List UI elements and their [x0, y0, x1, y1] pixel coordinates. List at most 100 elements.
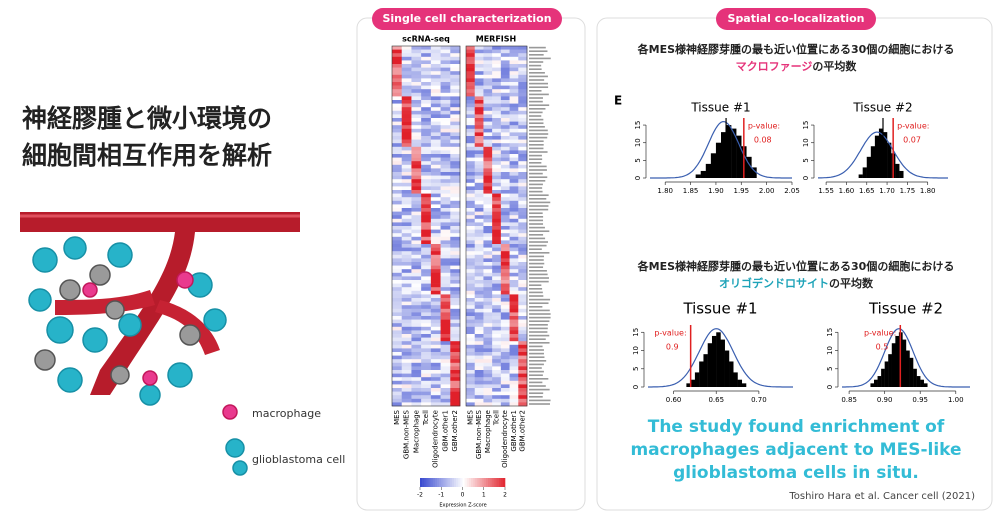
- heatmap-cell: [440, 71, 451, 76]
- heatmap-cell: [466, 193, 476, 198]
- heatmap-cell: [474, 402, 484, 407]
- heatmap-cell: [440, 211, 451, 216]
- heatmap-cell: [440, 359, 451, 364]
- heatmap-cell: [492, 222, 502, 227]
- heatmap-cell: [509, 334, 519, 338]
- heatmap-cell: [411, 402, 422, 407]
- heatmap-cell: [474, 150, 484, 155]
- heatmap-cell: [492, 319, 502, 324]
- heatmap-cell: [474, 391, 484, 396]
- heatmap-cell: [440, 121, 451, 126]
- x-tick-label: 1.85: [683, 187, 699, 195]
- heatmap-cell: [518, 290, 528, 295]
- heatmap-cell: [518, 190, 528, 194]
- heatmap-cell: [466, 352, 476, 356]
- heatmap-cell: [509, 262, 519, 266]
- heatmap-cell: [421, 85, 432, 90]
- heatmap-cell: [401, 136, 412, 140]
- heatmap-cell: [430, 146, 441, 151]
- heatmap-cell: [430, 64, 441, 68]
- heatmap-cell: [474, 46, 484, 50]
- heatmap-cell: [421, 272, 432, 277]
- heatmap-cell: [474, 337, 484, 342]
- heatmap-cell: [401, 308, 412, 313]
- heatmap-cell: [483, 110, 493, 115]
- heatmap-cell: [411, 211, 422, 216]
- heatmap-cell: [392, 204, 403, 209]
- heatmap-cell: [440, 100, 451, 104]
- heatmap-cell: [421, 222, 432, 227]
- heatmap-cell: [392, 402, 403, 407]
- heatmap-cell: [500, 74, 510, 79]
- heatmap-cell: [421, 200, 432, 205]
- gene-label: [529, 309, 550, 312]
- heatmap-cell: [474, 136, 484, 140]
- heatmap-cell: [440, 150, 451, 155]
- heatmap-cell: [518, 118, 528, 122]
- gene-label: [529, 316, 551, 319]
- heatmap-cell: [430, 334, 441, 338]
- heatmap-cell: [411, 276, 422, 281]
- heatmap-cell: [483, 402, 493, 407]
- heatmap-cell: [492, 316, 502, 320]
- heatmap-cell: [518, 366, 528, 371]
- bar: [724, 350, 730, 387]
- heatmap-cell: [492, 341, 502, 346]
- heatmap-cell: [474, 172, 484, 176]
- heatmap-cell: [518, 362, 528, 367]
- colorbar-cell: [428, 478, 431, 487]
- heatmap-cell: [483, 96, 493, 101]
- heatmap-cell: [474, 82, 484, 86]
- heatmap-cell: [474, 298, 484, 302]
- gene-label: [529, 378, 549, 380]
- heatmap-cell: [401, 143, 412, 148]
- heatmap-cell: [421, 150, 432, 155]
- heatmap-cell: [466, 118, 476, 122]
- heatmap-cell: [500, 334, 510, 338]
- gene-label: [529, 291, 543, 294]
- heatmap-cell: [411, 128, 422, 133]
- heatmap-cell: [500, 294, 510, 299]
- heatmap-cell: [509, 265, 519, 270]
- pill: [372, 8, 562, 30]
- heatmap-cell: [440, 85, 451, 90]
- bar: [906, 350, 910, 387]
- heatmap-cell: [500, 121, 510, 126]
- heatmap-cell: [466, 103, 476, 108]
- heatmap-cell: [466, 78, 476, 83]
- heatmap-cell: [450, 301, 461, 306]
- heatmap-cell: [450, 388, 461, 392]
- highlight: マクロファージ: [736, 60, 813, 73]
- heatmap-cell: [430, 175, 441, 180]
- heatmap-cell: [421, 136, 432, 140]
- heatmap-cell: [440, 46, 451, 50]
- heatmap-cell: [466, 211, 476, 216]
- heatmap-cell: [492, 229, 502, 234]
- gene-label: [529, 212, 543, 215]
- heatmap-cell: [411, 197, 422, 202]
- heatmap-cell: [509, 92, 519, 97]
- heatmap-cell: [401, 114, 412, 119]
- heatmap-cell: [401, 380, 412, 385]
- bar: [695, 174, 701, 178]
- heatmap-cell: [450, 193, 461, 198]
- heatmap-cell: [430, 218, 441, 223]
- heatmap-cell: [483, 71, 493, 76]
- gene-label: [529, 259, 544, 261]
- heatmap-cell: [518, 114, 528, 119]
- heatmap-cell: [518, 301, 528, 306]
- heatmap-cell: [411, 103, 422, 108]
- heatmap-cell: [474, 96, 484, 101]
- heatmap-cell: [483, 276, 493, 281]
- heatmap-cell: [518, 240, 528, 245]
- gene-label: [529, 295, 544, 297]
- heatmap-cell: [483, 326, 493, 331]
- heatmap-cell: [411, 186, 422, 191]
- illustration: [20, 212, 300, 476]
- heatmap-cell: [440, 326, 451, 331]
- heatmap-cell: [421, 244, 432, 248]
- heatmap-cell: [430, 344, 441, 349]
- y-tick-label: 5: [632, 367, 640, 371]
- heatmap-cell: [492, 197, 502, 202]
- heatmap-cell: [483, 229, 493, 234]
